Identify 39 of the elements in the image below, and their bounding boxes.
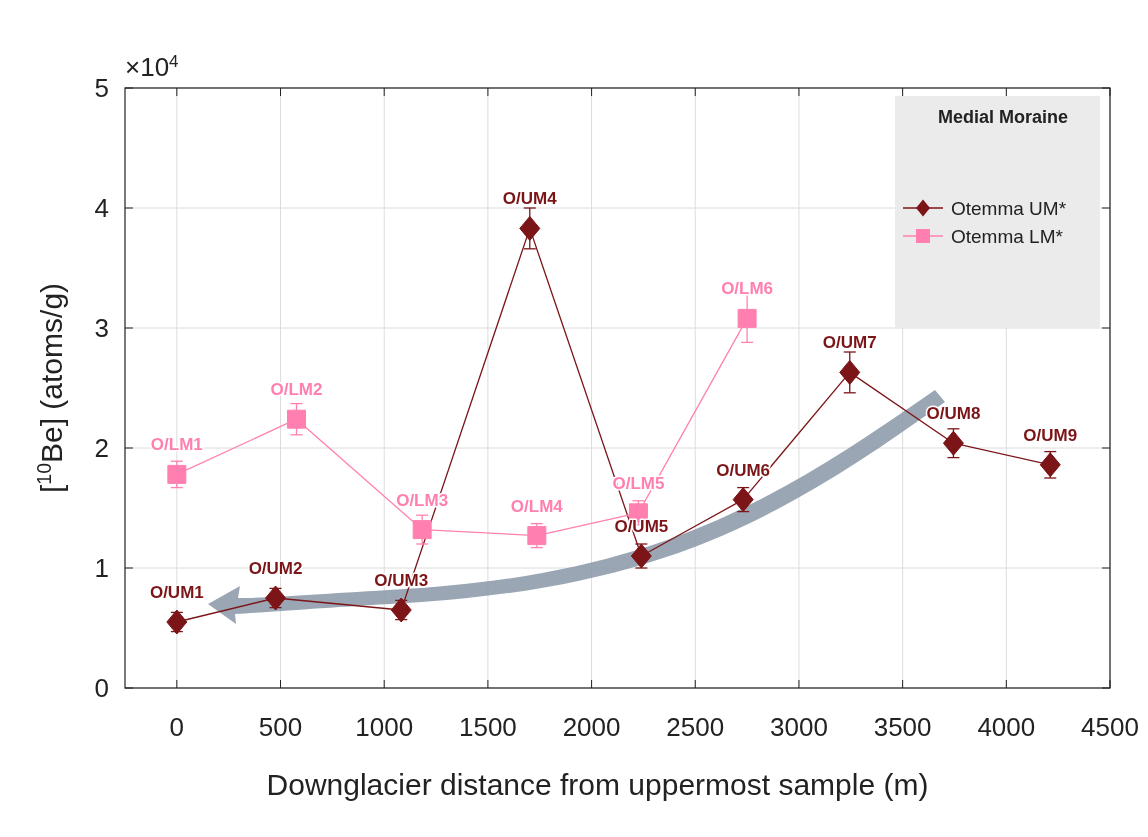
annotation: O/UM9 (1023, 425, 1078, 445)
x-tick-label: 4500 (1081, 712, 1139, 742)
x-tick-label: 2500 (666, 712, 725, 742)
y-tick-label: 3 (94, 313, 109, 343)
legend-label: Otemma LM* (951, 226, 1064, 247)
legend-title: Medial Moraine (937, 107, 1069, 127)
x-tick-label: 1000 (355, 712, 414, 742)
annotation: O/UM4 (502, 189, 558, 209)
x-tick-label: 3500 (873, 712, 932, 742)
point (519, 215, 541, 241)
point (839, 359, 861, 385)
annotation: O/UM2 (248, 559, 303, 578)
point (167, 464, 187, 484)
point (737, 308, 757, 328)
annotation: O/LM1 (150, 435, 203, 455)
x-tick-label: 500 (258, 712, 303, 742)
y-tick-label: 5 (94, 73, 109, 103)
annotation: O/UM7 (822, 333, 877, 353)
text: ×10$^{4}$ (125, 51, 179, 82)
annotation: O/LM2 (270, 380, 323, 400)
annotation: O/UM1 (149, 583, 204, 602)
x-tick-label: 2000 (562, 712, 621, 742)
y-tick-label: 4 (94, 193, 109, 223)
x-tick-label: 0 (169, 712, 185, 742)
y-tick-label: 0 (94, 673, 109, 703)
y-tick-label: 1 (94, 553, 109, 583)
annotation: O/UM6 (716, 460, 771, 480)
point (412, 520, 432, 540)
legend-label: Otemma UM* (951, 198, 1067, 219)
x-axis-title: Downglacier distance from uppermost sample (m) (266, 768, 929, 801)
point (286, 409, 306, 429)
annotation: O/LM6 (721, 279, 774, 299)
point (527, 526, 547, 546)
x-tick-label: 3000 (770, 712, 828, 742)
annotation: O/UM8 (926, 404, 981, 424)
x-tick-label: 1500 (458, 712, 517, 742)
y-tick-label: 2 (94, 433, 109, 463)
annotation: O/LM4 (510, 496, 564, 516)
x-tick-label: 4000 (977, 712, 1036, 742)
